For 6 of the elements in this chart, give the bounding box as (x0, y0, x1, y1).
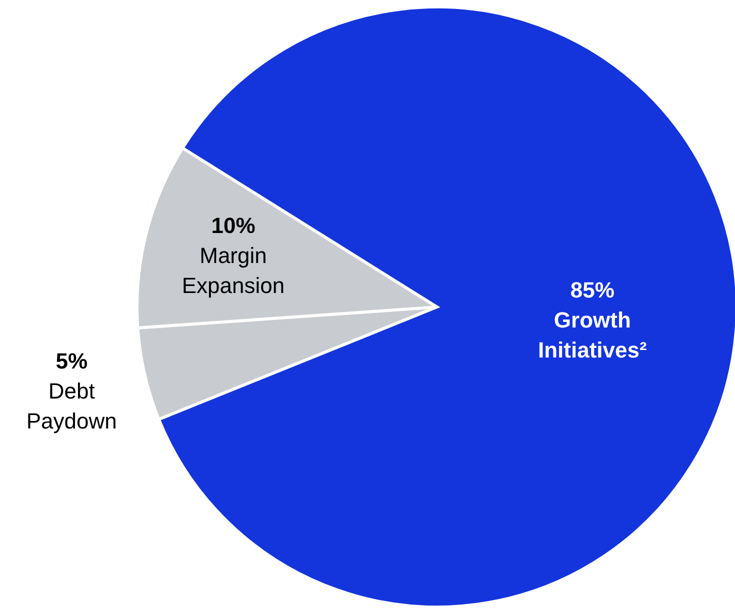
data-label: 85% (570, 278, 614, 303)
slice-label: Debt Paydown (26, 378, 117, 434)
slice-label: Margin Expansion (182, 243, 285, 298)
data-label: 10% (211, 213, 256, 238)
slice-label: Growth Initiatives² (538, 308, 647, 363)
data-label: 5% (56, 348, 88, 374)
